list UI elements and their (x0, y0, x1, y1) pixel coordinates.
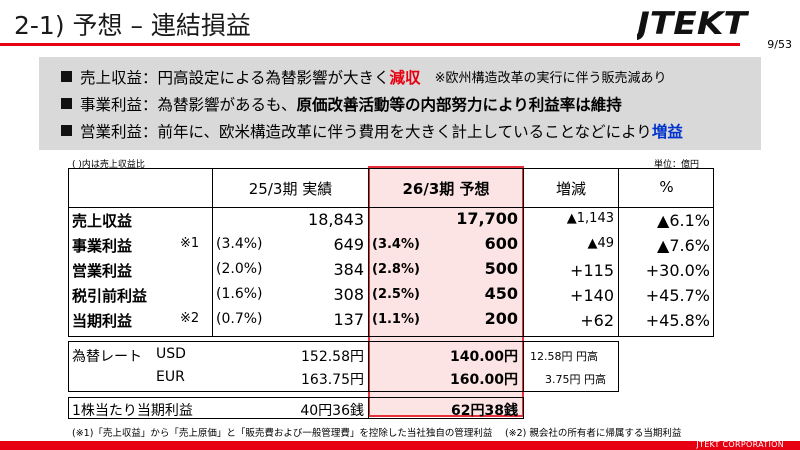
unit-note: 単位：億円 (654, 160, 700, 170)
cell-change: +115 (570, 261, 614, 280)
cell-forecast: 17,700 (456, 209, 518, 228)
svg-text:JTEKT: JTEKT (637, 6, 749, 40)
cell-prev-ratio: (1.6%) (216, 286, 263, 302)
summary-line-operating-profit: 営業利益：前年に、欧米構造改革に伴う費用を大きく計上していることなどにより 増益 (61, 117, 761, 144)
cell-forecast-ratio: (3.4%) (372, 237, 420, 252)
eps-table (68, 397, 524, 419)
ratio-note: ( )内は売上収益比 (72, 160, 145, 170)
col-divider (212, 168, 213, 337)
cell-forecast-ratio: (1.1%) (372, 312, 420, 327)
fx-eur-change: 3.75円 円高 (545, 373, 606, 386)
cell-forecast-ratio: (2.8%) (372, 262, 420, 277)
cell-prev: 308 (333, 285, 364, 304)
pl-table (68, 168, 714, 337)
fx-label: 為替レート (72, 349, 142, 365)
page-number: 9/53 (767, 38, 792, 51)
summary-highlight: 減収 (389, 68, 421, 87)
summary-bold: 原価改善活動等の内部努力により利益率は維持 (296, 95, 622, 114)
footer-bar (0, 441, 800, 450)
fx-table (68, 341, 619, 392)
summary-text: 事業利益：為替影響があるも、 (80, 95, 297, 114)
summary-box: 売上収益：円高設定による為替影響が大きく 減収 ※欧州構造改革の実行に伴う販売減… (39, 57, 761, 150)
fx-eur-prev: 163.75円 (301, 372, 364, 388)
jtekt-logo: JTEKT (637, 6, 749, 40)
footnote: (※1)「売上収益」から「売上原価」と「販売費および一般管理費」を控除した当社独… (72, 428, 682, 439)
summary-line-business-profit: 事業利益：為替影響があるも、 原価改善活動等の内部努力により利益率は維持 (61, 90, 761, 117)
cell-forecast: 600 (484, 234, 518, 253)
row-note: ※2 (180, 311, 200, 326)
cell-change: +140 (570, 286, 614, 305)
cell-percent: +45.7% (645, 286, 710, 305)
cell-prev: 137 (333, 310, 364, 329)
col-divider (368, 397, 369, 419)
cell-forecast: 500 (484, 259, 518, 278)
eps-forecast: 62円38銭 (451, 403, 518, 419)
header-change: 増減 (555, 180, 586, 198)
summary-highlight: 増益 (651, 122, 683, 141)
summary-note: ※欧州構造改革の実行に伴う販売減あり (434, 71, 667, 86)
col-divider (368, 168, 369, 337)
cell-forecast: 200 (484, 309, 518, 328)
col-divider (523, 168, 524, 337)
col-divider (618, 168, 619, 337)
cell-prev: 384 (333, 260, 364, 279)
footer-corporation: JTEKT CORPORATION (696, 440, 784, 449)
bullet-square-icon (61, 71, 72, 82)
summary-text: 営業利益：前年に、欧米構造改革に伴う費用を大きく計上していることなどにより (80, 122, 652, 141)
summary-text: 売上収益：円高設定による為替影響が大きく (80, 68, 390, 87)
cell-percent: +30.0% (645, 261, 710, 280)
col-divider (523, 341, 524, 392)
cell-change: ▲1,143 (566, 211, 614, 226)
cell-prev: 649 (333, 235, 364, 254)
eps-label: 1株当たり当期利益 (72, 403, 193, 419)
cell-forecast-ratio: (2.5%) (372, 287, 420, 302)
title-underline (0, 43, 740, 46)
cell-percent: +45.8% (645, 311, 710, 330)
eps-prev: 40円36銭 (300, 403, 364, 419)
header-prev: 25/3期 実績 (248, 180, 333, 198)
fx-usd-change: 12.58円 円高 (530, 350, 598, 363)
cell-prev-ratio: (0.7%) (216, 311, 263, 327)
cell-percent: ▲7.6% (657, 236, 710, 255)
header-divider (68, 207, 714, 208)
cell-prev-ratio: (2.0%) (216, 261, 263, 277)
fx-eur-label: EUR (156, 369, 185, 385)
row-label-revenue: 売上収益 (72, 212, 133, 230)
header-forecast: 26/3期 予想 (402, 180, 490, 198)
bullet-square-icon (61, 125, 72, 136)
row-note: ※1 (180, 236, 200, 251)
summary-line-revenue: 売上収益：円高設定による為替影響が大きく 減収 ※欧州構造改革の実行に伴う販売減… (61, 63, 761, 90)
bullet-square-icon (61, 98, 72, 109)
page-title: 2-1) 予想 – 連結損益 (14, 11, 251, 40)
row-label-business-profit: 事業利益 (72, 237, 133, 255)
cell-percent: ▲6.1% (657, 211, 710, 230)
cell-change: +62 (580, 311, 614, 330)
cell-prev: 18,843 (308, 210, 364, 229)
row-label-net-profit: 当期利益 (72, 312, 133, 330)
row-label-operating-profit: 営業利益 (72, 262, 133, 280)
fx-usd-prev: 152.58円 (301, 349, 364, 365)
cell-forecast: 450 (484, 284, 518, 303)
col-divider (368, 341, 369, 392)
fx-usd-label: USD (156, 346, 186, 362)
cell-prev-ratio: (3.4%) (216, 236, 263, 252)
fx-eur-forecast: 160.00円 (449, 372, 518, 388)
header-percent: % (659, 178, 674, 196)
row-label-pretax-profit: 税引前利益 (72, 287, 148, 305)
cell-change: ▲49 (587, 236, 614, 251)
fx-usd-forecast: 140.00円 (449, 349, 518, 365)
